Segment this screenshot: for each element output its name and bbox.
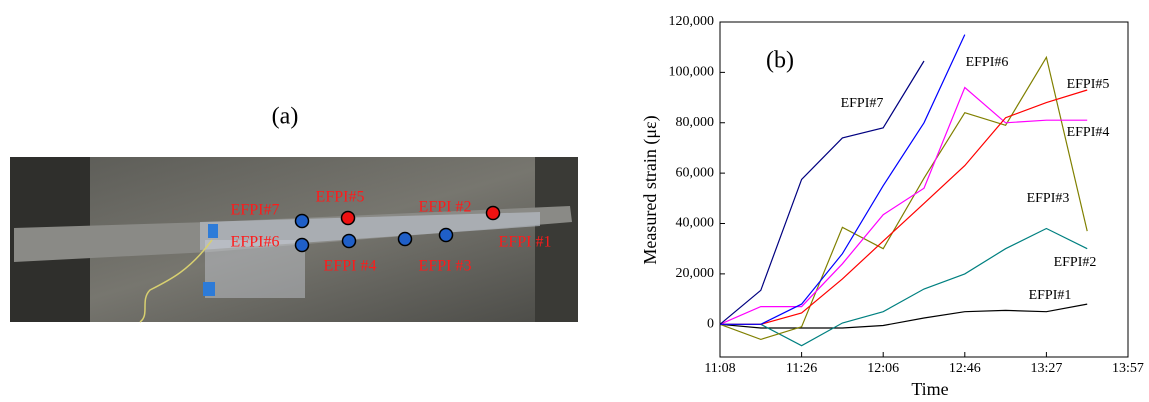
y-tick-label: 100,000 (669, 65, 715, 80)
plot-frame (719, 21, 1129, 358)
y-axis-label: Measured strain (με) (640, 115, 661, 264)
sensor-label: EFPI#7 (231, 202, 280, 219)
photo-shadow (535, 157, 578, 322)
series-label: EFPI#6 (966, 55, 1009, 70)
photo: (a) (10, 104, 578, 323)
x-tick-label: 11:08 (704, 361, 735, 376)
sensor-dot (340, 210, 356, 226)
x-tick-label: 11:26 (786, 361, 817, 376)
series-line (720, 34, 966, 325)
x-tick-label: 12:06 (867, 361, 899, 376)
sensor-dot (397, 231, 413, 247)
series-label: EFPI#5 (1067, 77, 1110, 92)
connector (203, 282, 215, 296)
sensor-label: EFPI #4 (324, 258, 377, 275)
sensor-dot (294, 213, 310, 229)
sensor-dot (485, 205, 501, 221)
series-label: EFPI#2 (1054, 255, 1097, 270)
x-tick-label: 13:27 (1030, 361, 1062, 376)
y-tick-label: 0 (707, 316, 714, 331)
sensor-dots (294, 205, 501, 253)
x-axis-label: Time (911, 379, 948, 399)
series-label: EFPI#1 (1029, 288, 1072, 303)
series-line (719, 60, 925, 325)
panel-label: (a) (272, 104, 299, 130)
series-label: EFPI#7 (841, 96, 884, 111)
series-label: EFPI#3 (1027, 191, 1070, 206)
sensor-dot (341, 233, 357, 249)
series-line (719, 55, 1088, 341)
series-line (720, 227, 1088, 347)
container (205, 240, 305, 298)
x-tick-label: 13:57 (1112, 361, 1144, 376)
y-tick-label: 60,000 (676, 165, 715, 180)
sensor-dot (438, 227, 454, 243)
sensor-label: EFPI #2 (419, 199, 472, 216)
connector (208, 224, 218, 238)
y-tick-label: 120,000 (669, 14, 715, 29)
sensor-label: EFPI #1 (499, 234, 552, 251)
pipe (200, 212, 540, 250)
sensor-label: EFPI#5 (316, 189, 365, 206)
series-line (719, 86, 1088, 325)
sensor-label: EFPI#6 (231, 234, 280, 251)
series-line (719, 303, 1088, 329)
y-tick-label: 80,000 (676, 115, 715, 130)
cable (139, 239, 213, 323)
sensor-label: EFPI #3 (419, 258, 472, 275)
x-tick-label: 12:46 (949, 361, 981, 376)
chart-title: (b) (766, 48, 794, 74)
y-tick-label: 20,000 (676, 266, 715, 281)
series-label: EFPI#4 (1067, 125, 1110, 140)
chart: (b) Time Measured strain (με) 0 20,000 40,… (640, 14, 1144, 399)
y-tick-label: 40,000 (676, 216, 715, 231)
series-line (720, 89, 1088, 325)
sensor-dot (294, 237, 310, 253)
